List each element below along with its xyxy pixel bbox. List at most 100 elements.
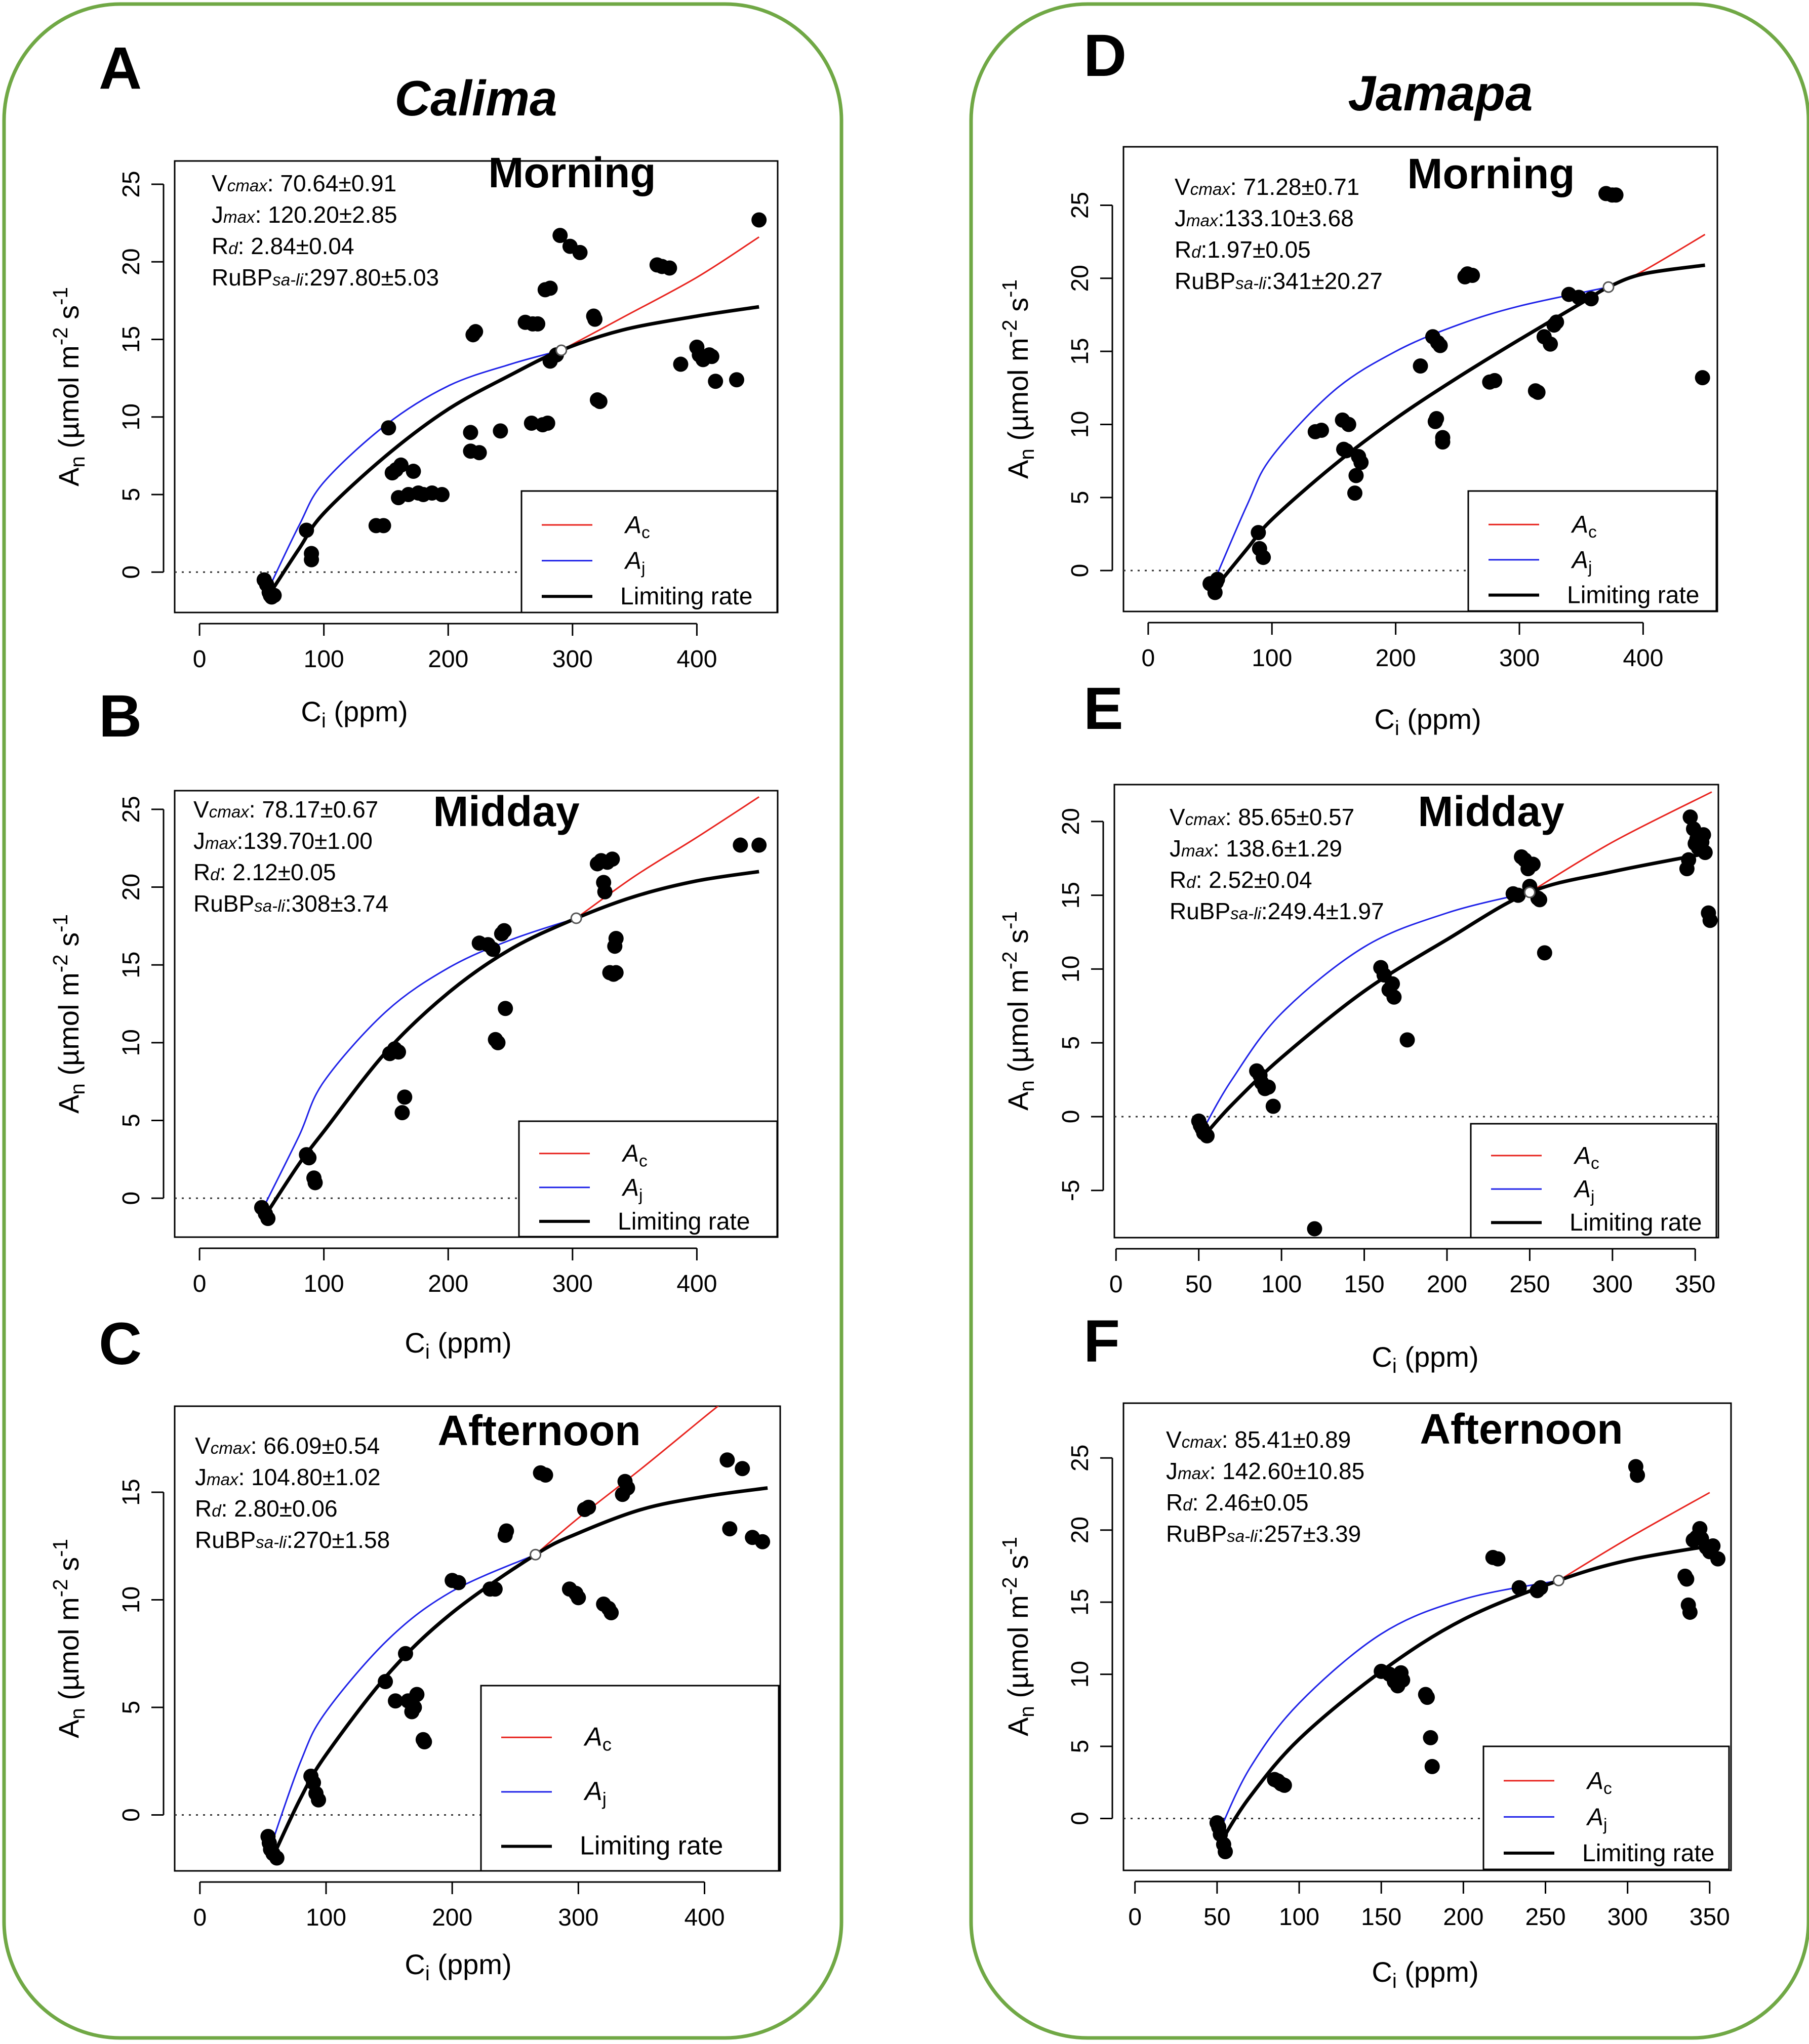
x-tick-label: 100 bbox=[1279, 1904, 1319, 1931]
x-tick-label: 200 bbox=[428, 1271, 468, 1297]
panel-title: Afternoon bbox=[437, 1407, 640, 1454]
param-jmax: Jmax: 142.60±10.85 bbox=[1166, 1458, 1364, 1484]
data-point bbox=[1525, 856, 1541, 872]
y-tick-label: 5 bbox=[1067, 1740, 1094, 1753]
data-point bbox=[1424, 1759, 1440, 1774]
data-point bbox=[719, 1452, 735, 1468]
panel-letter: A bbox=[99, 35, 142, 102]
panel-b: B 0 100 200 300 400 0 5 10 15 20 25 Ci (ppm) An (µmol… bbox=[49, 683, 779, 1363]
column-frame-jamapa bbox=[969, 2, 1809, 2040]
data-point bbox=[406, 464, 421, 479]
param-jmax: Jmax: 120.20±2.85 bbox=[212, 201, 397, 228]
legend-box bbox=[1482, 1745, 1730, 1870]
y-axis-label: An (µmol m-2 s-1 bbox=[49, 1539, 89, 1738]
ac-curve bbox=[1529, 791, 1712, 893]
data-points bbox=[1209, 1459, 1726, 1859]
y-tick-label: 25 bbox=[1067, 192, 1094, 219]
data-point bbox=[608, 965, 624, 980]
data-point bbox=[605, 851, 620, 867]
panel-a: A 0 100 200 300 400 0 5 10 15 20 25 Ci (ppm) An (µmol… bbox=[49, 35, 779, 732]
x-tick-label: 400 bbox=[684, 1904, 725, 1931]
x-tick-label: 0 bbox=[193, 1271, 207, 1297]
x-tick-label: 100 bbox=[306, 1904, 346, 1931]
x-tick-label: 50 bbox=[1203, 1904, 1230, 1931]
param-rd: Rd: 2.46±0.05 bbox=[1166, 1489, 1309, 1516]
x-tick-label: 300 bbox=[1499, 645, 1540, 672]
data-point bbox=[1702, 913, 1718, 928]
data-point bbox=[311, 1792, 327, 1808]
data-point bbox=[307, 1175, 323, 1191]
x-tick-label: 350 bbox=[1690, 1904, 1730, 1931]
x-tick-label: 400 bbox=[676, 1271, 717, 1297]
data-point bbox=[434, 487, 450, 503]
transition-marker bbox=[1552, 1574, 1564, 1586]
legend-label-limit: Limiting rate bbox=[618, 1208, 750, 1235]
data-point bbox=[381, 420, 396, 436]
legend-label-aj: Aj bbox=[1586, 1804, 1607, 1834]
legend-label-ac: Ac bbox=[621, 1140, 648, 1171]
data-point bbox=[1199, 1128, 1215, 1143]
data-point bbox=[493, 423, 508, 439]
legend-label-limit: Limiting rate bbox=[1582, 1840, 1714, 1867]
data-point bbox=[722, 1521, 738, 1537]
transition-marker bbox=[555, 344, 568, 356]
plot-frame bbox=[174, 1405, 781, 1872]
param-rubp: RuBPsa-li:308±3.74 bbox=[193, 890, 388, 917]
panel-title: Afternoon bbox=[1420, 1405, 1623, 1453]
data-point bbox=[751, 212, 767, 228]
y-tick-label: 5 bbox=[1067, 490, 1094, 504]
legend-label-ac: Ac bbox=[1571, 511, 1597, 542]
panel-letter: B bbox=[99, 683, 142, 750]
data-point bbox=[304, 552, 319, 567]
data-point bbox=[592, 394, 608, 410]
data-point bbox=[391, 1044, 407, 1060]
panel-letter: F bbox=[1083, 1308, 1120, 1375]
y-tick-label: 10 bbox=[118, 1586, 145, 1613]
data-point bbox=[552, 228, 568, 243]
data-point bbox=[1465, 268, 1480, 283]
data-point bbox=[471, 445, 487, 461]
param-rd: Rd: 2.80±0.06 bbox=[195, 1495, 338, 1522]
data-point bbox=[1530, 384, 1546, 400]
y-tick-label: 0 bbox=[118, 1192, 145, 1205]
data-point bbox=[1338, 443, 1354, 459]
transition-marker bbox=[570, 912, 582, 924]
y-tick-label: 10 bbox=[118, 1029, 145, 1056]
data-point bbox=[604, 1605, 619, 1620]
data-point bbox=[1543, 336, 1558, 352]
y-tick-label: 10 bbox=[118, 403, 145, 430]
x-tick-label: 50 bbox=[1185, 1271, 1212, 1298]
data-point bbox=[1705, 1538, 1721, 1554]
data-point bbox=[1260, 1079, 1276, 1095]
data-point bbox=[530, 316, 546, 332]
y-tick-label: 15 bbox=[118, 1479, 145, 1505]
x-axis-label: Ci (ppm) bbox=[1374, 703, 1481, 740]
data-points bbox=[1202, 186, 1710, 600]
x-tick-label: 200 bbox=[1376, 645, 1416, 672]
x-tick-label: 150 bbox=[1361, 1904, 1401, 1931]
data-point bbox=[524, 416, 539, 431]
data-point bbox=[1510, 887, 1526, 903]
data-point bbox=[1682, 809, 1698, 825]
legend-box bbox=[1470, 1123, 1717, 1239]
plot-frame bbox=[174, 790, 779, 1238]
param-rubp: RuBPsa-li:270±1.58 bbox=[195, 1527, 390, 1553]
x-tick-label: 250 bbox=[1509, 1271, 1550, 1298]
legend-label-limit: Limiting rate bbox=[1567, 582, 1699, 609]
data-point bbox=[376, 518, 391, 534]
x-tick-label: 200 bbox=[1427, 1271, 1467, 1298]
x-axis-label: Ci (ppm) bbox=[1372, 1341, 1478, 1377]
panel-e: E 0 50 100 150 200 250 300 350 -5 0 5 10 15 20 Ci (ppm)… bbox=[998, 675, 1719, 1377]
x-tick-label: 200 bbox=[1443, 1904, 1483, 1931]
y-tick-label: 0 bbox=[118, 565, 145, 579]
data-point bbox=[1307, 1221, 1322, 1237]
panel-letter: E bbox=[1083, 675, 1123, 742]
data-point bbox=[378, 1674, 393, 1689]
data-point bbox=[1399, 1032, 1415, 1048]
data-point bbox=[1696, 827, 1711, 843]
data-point bbox=[1532, 892, 1548, 908]
data-point bbox=[499, 1523, 514, 1539]
plot-frame bbox=[1122, 146, 1718, 612]
data-point bbox=[394, 1105, 410, 1121]
data-point bbox=[1423, 1730, 1438, 1745]
